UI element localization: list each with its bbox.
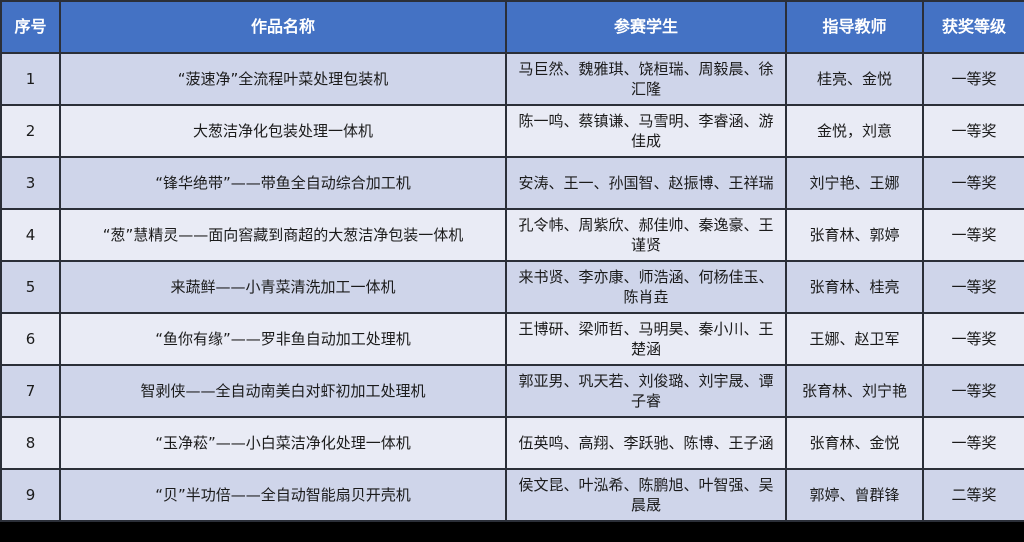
teachers-cell: 郭婷、曾群锋 (785, 468, 924, 522)
teachers-cell: 桂亮、金悦 (785, 52, 924, 106)
award-level-cell: 一等奖 (922, 416, 1024, 470)
table-row: 1 “菠速净”全流程叶菜处理包装机 马巨然、魏雅琪、饶桓瑞、周毅晨、徐汇隆 桂亮、金悦… (0, 52, 1024, 106)
row-number-cell: 6 (0, 312, 61, 366)
students-cell: 陈一鸣、蔡镇谦、马雪明、李睿涵、游佳成 (505, 104, 787, 158)
award-level-cell: 一等奖 (922, 364, 1024, 418)
row-number-cell: 8 (0, 416, 61, 470)
table-row: 6 “鱼你有缘”——罗非鱼自动加工处理机 王博研、梁师哲、马明昊、秦小川、王楚涵 王娜… (0, 312, 1024, 366)
header-title: 作品名称 (59, 0, 507, 54)
award-level-cell: 一等奖 (922, 52, 1024, 106)
table-row: 3 “锋华绝带”——带鱼全自动综合加工机 安涛、王一、孙国智、赵振博、王祥瑞 刘宁艳、… (0, 156, 1024, 210)
students-cell: 安涛、王一、孙国智、赵振博、王祥瑞 (505, 156, 787, 210)
award-level-cell: 一等奖 (922, 156, 1024, 210)
header-students: 参赛学生 (505, 0, 787, 54)
awards-table: 序号 作品名称 参赛学生 指导教师 获奖等级 1 “菠速净”全流程叶菜处理包装机马… (0, 0, 1024, 522)
row-number-cell: 4 (0, 208, 61, 262)
teachers-cell: 金悦，刘意 (785, 104, 924, 158)
row-number-cell: 9 (0, 468, 61, 522)
teachers-cell: 张育林、金悦 (785, 416, 924, 470)
project-title-cell: 来蔬鲜——小青菜清洗加工一体机 (59, 260, 507, 314)
teachers-cell: 刘宁艳、王娜 (785, 156, 924, 210)
project-title-cell: “菠速净”全流程叶菜处理包装机 (59, 52, 507, 106)
students-cell: 王博研、梁师哲、马明昊、秦小川、王楚涵 (505, 312, 787, 366)
project-title-cell: “葱”慧精灵——面向窖藏到商超的大葱洁净包装一体机 (59, 208, 507, 262)
header-award: 获奖等级 (922, 0, 1024, 54)
header-row: 序号 作品名称 参赛学生 指导教师 获奖等级 (0, 0, 1024, 54)
students-cell: 孔令帏、周紫欣、郝佳帅、秦逸豪、王谨贤 (505, 208, 787, 262)
table-row: 2 大葱洁净化包装处理一体机 陈一鸣、蔡镇谦、马雪明、李睿涵、游佳成 金悦，刘意 一等奖 (0, 104, 1024, 158)
award-level-cell: 一等奖 (922, 260, 1024, 314)
students-cell: 郭亚男、巩天若、刘俊璐、刘宇晟、谭子睿 (505, 364, 787, 418)
teachers-cell: 王娜、赵卫军 (785, 312, 924, 366)
students-cell: 侯文昆、叶泓希、陈鹏旭、叶智强、吴晨晟 (505, 468, 787, 522)
row-number-cell: 3 (0, 156, 61, 210)
teachers-cell: 张育林、郭婷 (785, 208, 924, 262)
header-teachers: 指导教师 (785, 0, 924, 54)
row-number-cell: 2 (0, 104, 61, 158)
project-title-cell: “锋华绝带”——带鱼全自动综合加工机 (59, 156, 507, 210)
project-title-cell: “鱼你有缘”——罗非鱼自动加工处理机 (59, 312, 507, 366)
teachers-cell: 张育林、桂亮 (785, 260, 924, 314)
award-level-cell: 一等奖 (922, 312, 1024, 366)
students-cell: 马巨然、魏雅琪、饶桓瑞、周毅晨、徐汇隆 (505, 52, 787, 106)
award-level-cell: 二等奖 (922, 468, 1024, 522)
award-level-cell: 一等奖 (922, 104, 1024, 158)
award-level-cell: 一等奖 (922, 208, 1024, 262)
table-row: 4 “葱”慧精灵——面向窖藏到商超的大葱洁净包装一体机 孔令帏、周紫欣、郝佳帅、秦逸… (0, 208, 1024, 262)
row-number-cell: 5 (0, 260, 61, 314)
project-title-cell: “玉净菘”——小白菜洁净化处理一体机 (59, 416, 507, 470)
project-title-cell: 大葱洁净化包装处理一体机 (59, 104, 507, 158)
table-row: 7 智剥侠——全自动南美白对虾初加工处理机 郭亚男、巩天若、刘俊璐、刘宇晟、谭子睿张… (0, 364, 1024, 418)
table-row: 5 来蔬鲜——小青菜清洗加工一体机 来书贤、李亦康、师浩涵、何杨佳玉、陈肖垚 张育林、… (0, 260, 1024, 314)
table-row: 9 “贝”半功倍——全自动智能扇贝开壳机 侯文昆、叶泓希、陈鹏旭、叶智强、吴晨晟 郭婷… (0, 468, 1024, 522)
row-number-cell: 1 (0, 52, 61, 106)
students-cell: 伍英鸣、高翔、李跃驰、陈博、王子涵 (505, 416, 787, 470)
table-row: 8 “玉净菘”——小白菜洁净化处理一体机 伍英鸣、高翔、李跃驰、陈博、王子涵 张育林、… (0, 416, 1024, 470)
project-title-cell: 智剥侠——全自动南美白对虾初加工处理机 (59, 364, 507, 418)
students-cell: 来书贤、李亦康、师浩涵、何杨佳玉、陈肖垚 (505, 260, 787, 314)
header-no: 序号 (0, 0, 61, 54)
teachers-cell: 张育林、刘宁艳 (785, 364, 924, 418)
row-number-cell: 7 (0, 364, 61, 418)
project-title-cell: “贝”半功倍——全自动智能扇贝开壳机 (59, 468, 507, 522)
